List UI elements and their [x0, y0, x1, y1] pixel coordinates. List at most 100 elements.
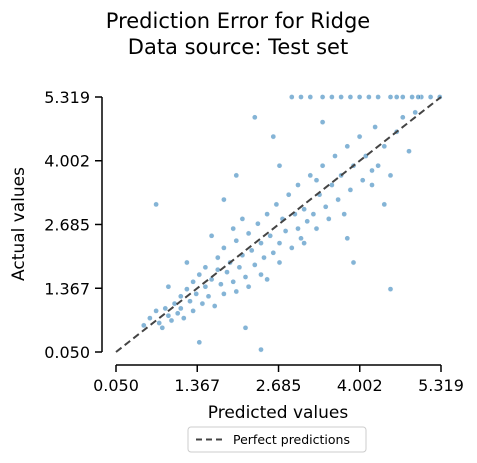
data-point [393, 94, 400, 100]
y-tick-label: 4.002 [44, 152, 90, 171]
data-point [282, 228, 289, 234]
data-point [251, 114, 258, 121]
data-point [174, 310, 181, 317]
data-point [375, 162, 381, 169]
data-point [239, 216, 246, 222]
legend: Perfect predictions [187, 426, 367, 453]
y-tick-label: 0.050 [44, 343, 90, 362]
data-point [387, 172, 394, 179]
data-point [153, 308, 159, 314]
data-point [208, 232, 215, 239]
data-point [187, 298, 193, 305]
data-point [202, 283, 209, 290]
data-point [307, 172, 314, 179]
data-point [230, 225, 237, 232]
data-point [322, 203, 329, 210]
data-point [233, 237, 240, 244]
data-point [147, 315, 153, 321]
chart-title-line-1: Prediction Error for Ridge [106, 9, 370, 33]
data-point [288, 245, 295, 251]
data-point [288, 94, 295, 100]
x-tick-label: 4.002 [337, 376, 383, 395]
data-point [162, 305, 169, 312]
data-point [341, 211, 348, 217]
data-point [427, 94, 434, 100]
y-tick-label: 5.319 [44, 88, 90, 107]
data-point [258, 346, 264, 353]
data-point [242, 274, 249, 280]
data-point [224, 269, 230, 275]
y-tick-label: 1.367 [44, 279, 90, 298]
data-point [258, 271, 264, 278]
data-point [165, 312, 172, 319]
data-point [264, 276, 270, 283]
perfect-predictions-line [115, 96, 442, 353]
data-point [230, 278, 237, 285]
x-ticks: 0.050 1.367 2.685 4.002 5.319 [93, 365, 464, 395]
data-point [236, 264, 243, 271]
data-point [180, 315, 187, 321]
x-axis-label: Predicted values [208, 403, 349, 423]
data-point [248, 247, 255, 254]
data-point [190, 308, 196, 314]
data-point [329, 182, 335, 188]
data-point [270, 249, 277, 256]
data-point [276, 240, 283, 246]
data-point [325, 216, 332, 222]
data-point [190, 278, 196, 285]
data-point [205, 293, 212, 300]
data-point [399, 114, 406, 121]
data-point [202, 264, 209, 271]
x-tick-label: 1.367 [174, 376, 220, 395]
legend-box [187, 426, 367, 453]
data-point [350, 259, 357, 266]
data-point [245, 230, 252, 237]
data-point [347, 94, 354, 100]
data-point [184, 259, 190, 266]
data-point [214, 254, 221, 261]
data-point [168, 317, 175, 324]
data-point [177, 305, 184, 312]
data-point [264, 211, 270, 217]
data-point [319, 162, 326, 169]
data-point [218, 281, 224, 288]
data-point [387, 94, 394, 100]
data-point [329, 94, 335, 100]
data-point [307, 94, 314, 100]
data-point [156, 320, 163, 326]
data-point [255, 220, 261, 227]
data-point [399, 94, 406, 100]
data-point [409, 94, 415, 100]
data-point [347, 187, 354, 193]
data-point [276, 162, 283, 169]
x-tick-label: 5.319 [418, 376, 464, 395]
data-point [375, 94, 381, 100]
data-point [165, 283, 172, 290]
data-point [233, 172, 240, 179]
data-point [356, 94, 363, 100]
data-point [359, 177, 366, 184]
data-point [196, 271, 203, 278]
data-point [319, 119, 326, 125]
data-point [298, 235, 304, 242]
data-point [381, 201, 388, 208]
data-point [369, 182, 375, 188]
data-point [273, 201, 280, 208]
data-point [344, 143, 351, 150]
data-point [415, 94, 422, 100]
data-point [372, 124, 378, 130]
data-point [276, 259, 283, 266]
data-point [251, 262, 258, 268]
data-point [153, 201, 159, 208]
data-point [221, 245, 227, 251]
data-point [301, 206, 307, 213]
data-point [406, 148, 412, 155]
data-point [356, 133, 363, 140]
data-point [295, 225, 301, 232]
data-point [332, 153, 338, 159]
y-axis-label: Actual values [9, 167, 29, 281]
x-tick-label: 2.685 [256, 376, 302, 395]
data-point [261, 254, 267, 261]
data-point [301, 240, 307, 246]
